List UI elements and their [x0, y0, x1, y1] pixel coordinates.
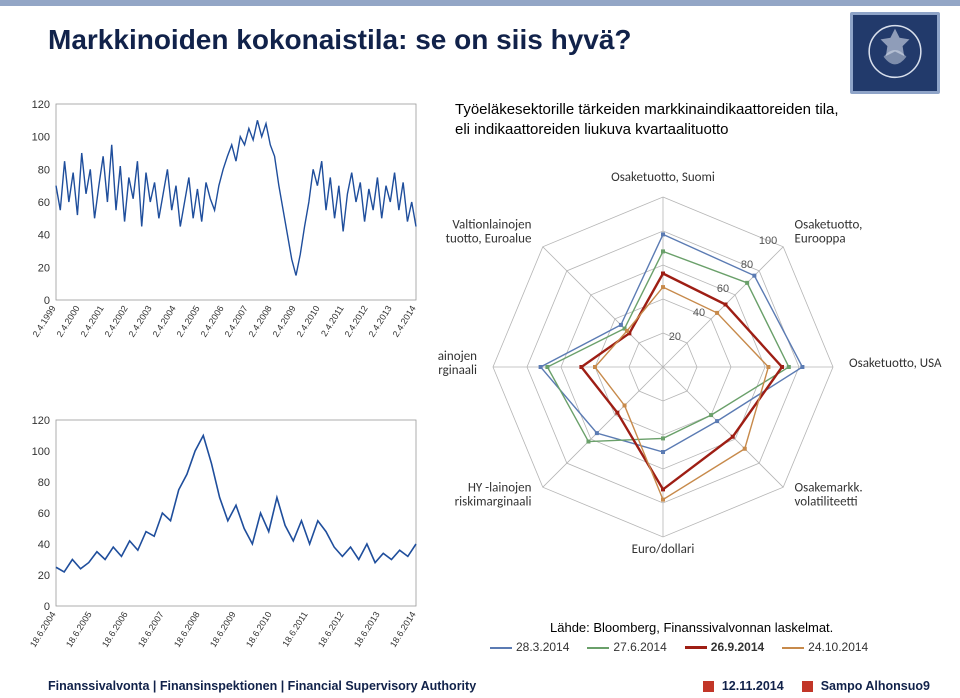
svg-text:40: 40: [38, 230, 50, 242]
source-text: Lähde: Bloomberg, Finanssivalvonnan lask…: [550, 620, 833, 635]
desc-line2: eli indikaattoreiden liukuva kvartaalitu…: [455, 121, 729, 138]
svg-text:2.4.2014: 2.4.2014: [391, 304, 418, 339]
svg-text:60: 60: [38, 197, 50, 209]
svg-text:Osaketuotto, USA: Osaketuotto, USA: [849, 356, 942, 371]
svg-text:18.6.2009: 18.6.2009: [208, 610, 238, 649]
svg-text:100: 100: [32, 132, 50, 144]
svg-text:Euro/dollari: Euro/dollari: [632, 542, 695, 557]
svg-text:18.6.2010: 18.6.2010: [244, 610, 274, 649]
svg-text:20: 20: [38, 262, 50, 274]
svg-text:volatiliteetti: volatiliteetti: [795, 495, 858, 510]
svg-text:18.6.2005: 18.6.2005: [64, 610, 94, 649]
page-title: Markkinoiden kokonaistila: se on siis hy…: [0, 6, 960, 56]
svg-text:Osaketuotto,: Osaketuotto,: [795, 217, 863, 232]
svg-text:100: 100: [32, 446, 50, 458]
svg-text:2.4.2011: 2.4.2011: [319, 304, 346, 338]
svg-text:18.6.2008: 18.6.2008: [172, 610, 202, 649]
footer-page: 9: [923, 679, 960, 693]
svg-text:18.6.2006: 18.6.2006: [100, 610, 130, 649]
desc-line1: Työeläkesektorille tärkeiden markkinaind…: [455, 101, 839, 118]
svg-text:HY -lainojen: HY -lainojen: [468, 481, 532, 496]
svg-text:riskimarginaali: riskimarginaali: [438, 363, 477, 378]
svg-text:60: 60: [38, 508, 50, 520]
footer-date: 12.11.2014: [722, 679, 784, 693]
svg-text:18.6.2013: 18.6.2013: [352, 610, 382, 649]
description-text: Työeläkesektorille tärkeiden markkinaind…: [455, 100, 935, 141]
slide-footer: Finanssivalvonta | Finansinspektionen | …: [0, 674, 960, 698]
svg-text:Osakemarkk.: Osakemarkk.: [795, 481, 863, 496]
svg-text:40: 40: [693, 307, 705, 319]
svg-text:120: 120: [32, 99, 50, 111]
svg-text:tuotto, Euroalue: tuotto, Euroalue: [446, 231, 532, 246]
svg-text:18.6.2012: 18.6.2012: [316, 610, 346, 649]
svg-text:20: 20: [669, 331, 681, 343]
svg-text:18.6.2014: 18.6.2014: [388, 610, 418, 649]
svg-text:80: 80: [38, 164, 50, 176]
svg-text:18.6.2011: 18.6.2011: [280, 610, 309, 649]
line-chart-top: 0204060801001202.4.19992.4.20002.4.20012…: [22, 98, 422, 358]
svg-text:18.6.2004: 18.6.2004: [28, 610, 58, 649]
svg-text:Eurooppa: Eurooppa: [795, 231, 846, 246]
svg-text:80: 80: [38, 477, 50, 489]
footer-author: Sampo Alhonsuo: [821, 679, 923, 693]
svg-text:40: 40: [38, 539, 50, 551]
footer-square-icon: [703, 681, 714, 692]
footer-square-icon: [802, 681, 813, 692]
crest-logo: [850, 12, 940, 94]
radar-chart: Osaketuotto, Suomi Osaketuotto,Eurooppa Os…: [438, 142, 950, 620]
main-content: Työeläkesektorille tärkeiden markkinaind…: [0, 96, 960, 656]
footer-org: Finanssivalvonta | Finansinspektionen | …: [0, 679, 685, 693]
svg-text:2.4.2010: 2.4.2010: [295, 304, 322, 339]
svg-text:IG -lainojen: IG -lainojen: [438, 349, 477, 364]
radar-legend: 28.3.201427.6.201426.9.201424.10.2014: [490, 640, 868, 654]
svg-text:18.6.2007: 18.6.2007: [136, 610, 166, 649]
svg-text:60: 60: [717, 283, 729, 295]
svg-text:100: 100: [759, 235, 777, 247]
svg-text:riskimarginaali: riskimarginaali: [455, 495, 532, 510]
line-chart-bottom: 02040608010012018.6.200418.6.200518.6.20…: [22, 414, 422, 664]
svg-text:20: 20: [38, 570, 50, 582]
svg-text:80: 80: [741, 259, 753, 271]
svg-text:Osaketuotto, Suomi: Osaketuotto, Suomi: [611, 170, 715, 185]
svg-text:Valtionlainojen: Valtionlainojen: [452, 217, 531, 232]
svg-text:120: 120: [32, 415, 50, 427]
slide-header: Markkinoiden kokonaistila: se on siis hy…: [0, 0, 960, 96]
